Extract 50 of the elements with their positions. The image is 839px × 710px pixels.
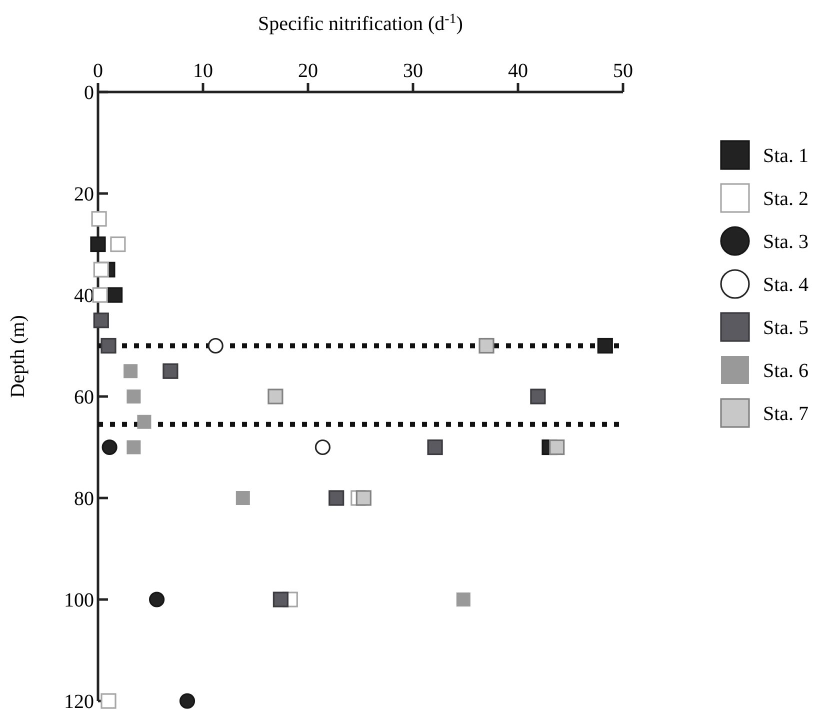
x-tick-label: 10 — [193, 60, 213, 82]
x-tick-label: 40 — [508, 60, 528, 82]
y-tick-label: 0 — [84, 82, 94, 104]
point — [268, 388, 284, 404]
y-tick-label: 40 — [74, 285, 94, 307]
point — [93, 312, 109, 328]
legend-label: Sta. 1 — [763, 145, 809, 167]
point — [549, 439, 565, 456]
point — [478, 338, 494, 354]
point — [427, 439, 443, 456]
y-tick-label: 100 — [64, 590, 94, 612]
point — [149, 592, 165, 608]
point — [597, 338, 613, 354]
y-tick-label: 20 — [74, 184, 94, 206]
point — [137, 414, 152, 429]
point — [530, 388, 546, 404]
point — [162, 363, 178, 379]
x-tick-label: 50 — [613, 60, 633, 82]
y-tick-label: 80 — [74, 488, 94, 510]
x-tick-label: 30 — [403, 60, 423, 82]
legend-label: Sta. 5 — [763, 317, 809, 339]
point — [126, 440, 141, 454]
legend-label: Sta. 3 — [763, 231, 809, 253]
point — [314, 439, 330, 456]
y-tick-label: 120 — [64, 691, 94, 710]
point — [102, 439, 118, 456]
point — [100, 338, 116, 354]
point — [126, 390, 141, 404]
point — [91, 211, 107, 227]
point — [456, 592, 470, 606]
y-axis-title: Depth (m) — [7, 315, 29, 398]
x-axis-title: Specific nitrification (d$^{-1}$) — [258, 12, 463, 35]
point — [179, 693, 196, 709]
legend-label: Sta. 4 — [763, 274, 809, 296]
legend-label: Sta. 2 — [763, 188, 809, 210]
point — [92, 287, 108, 303]
point — [107, 287, 123, 303]
point — [328, 490, 344, 506]
point — [272, 592, 288, 608]
legend-label: Sta. 7 — [763, 403, 809, 425]
point — [90, 236, 106, 252]
point — [208, 338, 224, 354]
y-tick-label: 60 — [74, 386, 94, 408]
point — [124, 364, 138, 378]
legend-label: Sta. 6 — [763, 360, 809, 382]
point — [93, 262, 109, 278]
point — [356, 490, 372, 506]
point — [236, 491, 250, 505]
point — [100, 693, 116, 709]
x-tick-label: 20 — [298, 60, 318, 82]
